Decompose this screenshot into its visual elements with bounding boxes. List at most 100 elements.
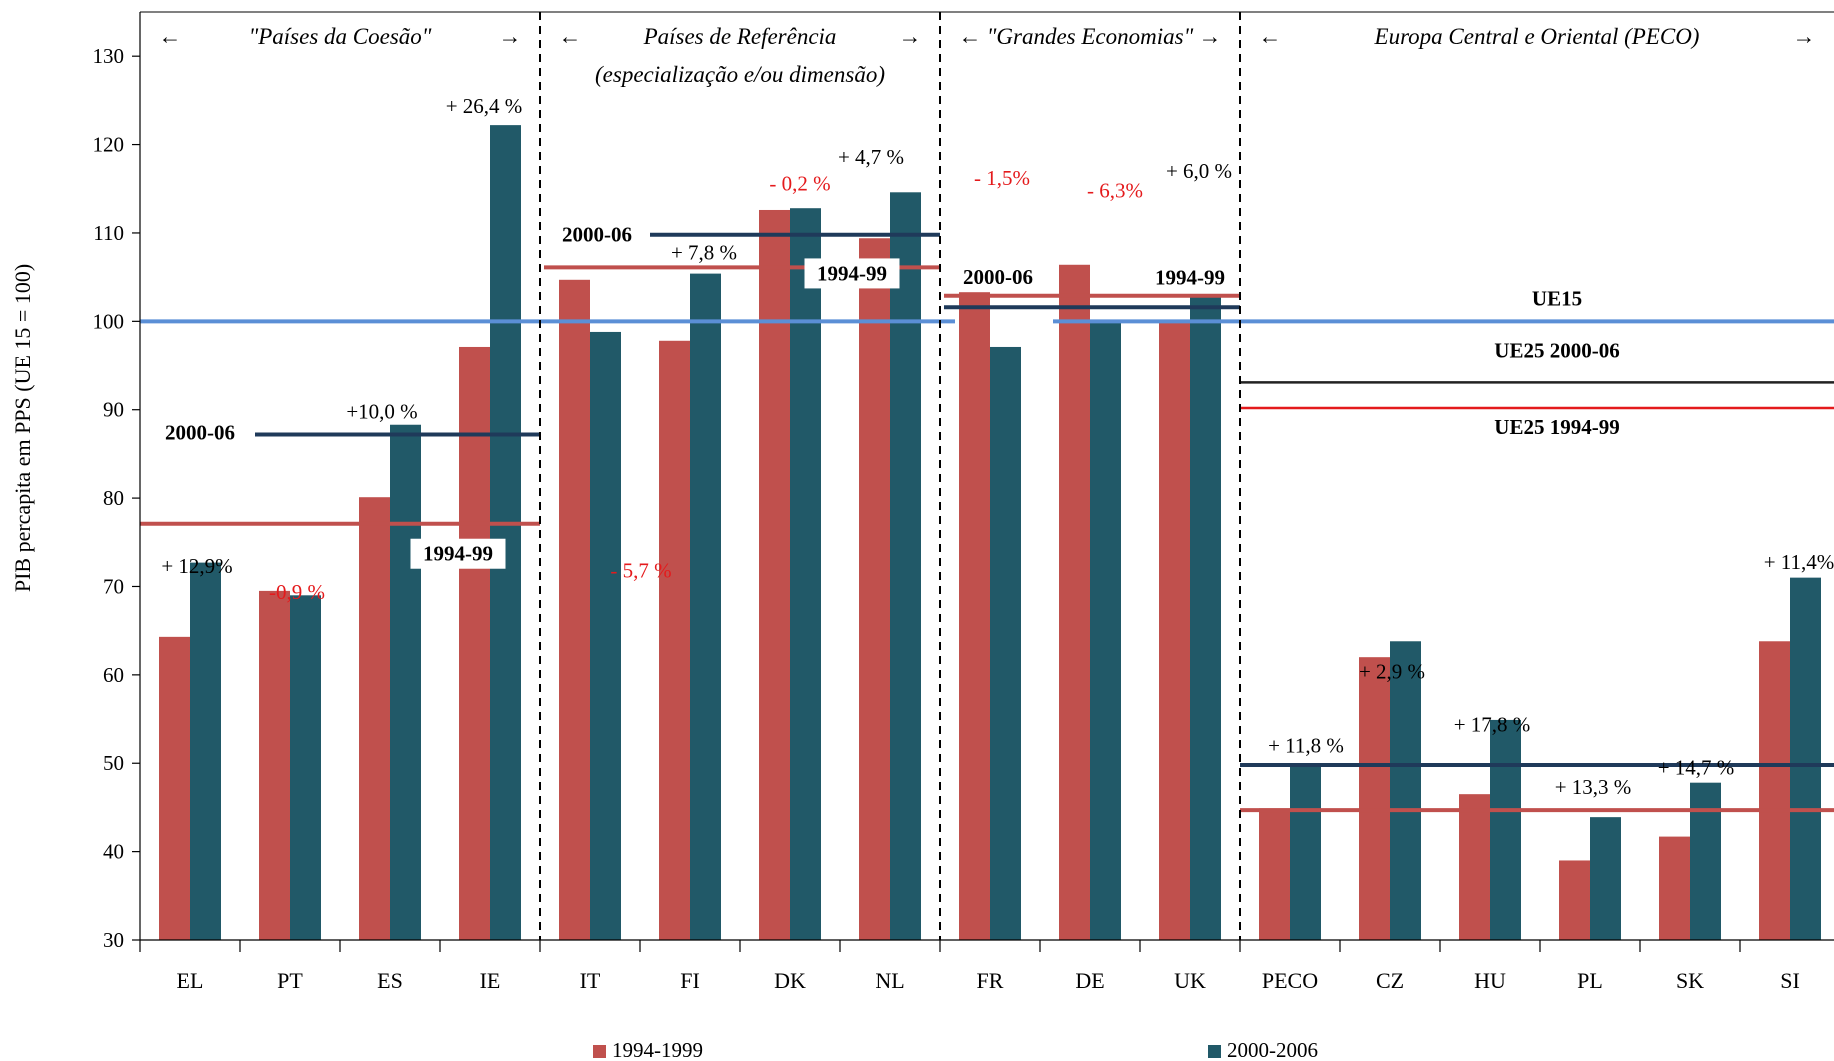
legend-swatch-1994	[593, 1045, 606, 1058]
x-category-label: FR	[977, 968, 1004, 993]
bar-si-1994	[1759, 641, 1790, 940]
bar-cz-2000	[1390, 641, 1421, 940]
bar-fi-2000	[690, 273, 721, 940]
group-arrow-left: ←	[959, 24, 982, 49]
x-category-label: DE	[1075, 968, 1104, 993]
bar-ie-1994	[459, 346, 490, 940]
change-annotation: + 6,0 %	[1166, 159, 1232, 183]
change-annotation: + 17,8 %	[1454, 712, 1531, 736]
avg-2000-label-box	[152, 417, 248, 448]
avg-1994-label-box	[410, 538, 506, 569]
legend: 1994-1999 2000-2006	[593, 1038, 1318, 1061]
change-annotation: + 7,8 %	[671, 240, 737, 264]
change-annotation: + 26,4 %	[446, 94, 523, 118]
avg-2000-label: 2000-06	[963, 265, 1033, 289]
avg-2000-label: 2000-06	[562, 223, 632, 247]
group-arrow-right: →	[1199, 24, 1222, 49]
change-annotation: - 5,7 %	[610, 559, 671, 583]
x-category-label: SI	[1780, 968, 1800, 993]
bar-pl-1994	[1559, 860, 1590, 940]
change-annotation: + 13,3 %	[1555, 775, 1632, 799]
text-layer: 30 40 50 60 70 80 90 100 110 120 130 EL PT ES IE IT FI DK…	[93, 24, 1834, 993]
x-category-label: CZ	[1376, 968, 1404, 993]
avg-1994-label: 1994-99	[423, 542, 493, 566]
x-category-label: ES	[377, 968, 403, 993]
avg-1994-label: 1994-99	[1155, 266, 1225, 290]
y-tick-label: 30	[103, 928, 124, 952]
bar-de-1994	[1059, 264, 1090, 940]
group-arrow-left: ←	[1259, 24, 1282, 49]
avg-1994-label-box	[804, 258, 900, 289]
bar-sk-1994	[1659, 836, 1690, 940]
x-category-label: DK	[774, 968, 806, 993]
y-tick-label: 120	[93, 133, 125, 157]
group-header: "Grandes Economias"	[987, 24, 1194, 49]
x-category-label: IT	[580, 968, 601, 993]
bar-el-1994	[159, 636, 190, 940]
group-arrow-right: →	[899, 24, 922, 49]
axes-layer	[132, 11, 1834, 952]
ue25-1994-label: UE25 1994-99	[1494, 415, 1619, 439]
x-category-label: UK	[1174, 968, 1206, 993]
bar-pl-2000	[1590, 817, 1621, 940]
avg-1994-label: 1994-99	[817, 261, 887, 285]
bar-fr-2000	[990, 346, 1021, 940]
ue15-label: UE15	[1532, 286, 1582, 310]
change-annotation: +10,0 %	[346, 400, 417, 424]
y-tick-label: 110	[93, 221, 124, 245]
change-annotation: - 6,3%	[1087, 179, 1143, 203]
bar-ie-2000	[490, 125, 521, 940]
bar-uk-2000	[1190, 294, 1221, 940]
bar-dk-2000	[790, 208, 821, 941]
group-arrow-left: ←	[559, 24, 582, 49]
avg-2000-label-box	[950, 262, 1046, 293]
bar-es-2000	[390, 424, 421, 941]
y-tick-label: 60	[103, 663, 124, 687]
bar-hu-2000	[1490, 719, 1521, 940]
change-annotation: + 11,4%	[1764, 550, 1834, 574]
avg-2000-label: 2000-06	[165, 420, 235, 444]
y-tick-label: 50	[103, 751, 124, 775]
change-annotation: - 1,5%	[974, 166, 1030, 190]
x-category-label: HU	[1474, 968, 1506, 993]
x-category-label: PT	[277, 968, 303, 993]
bar-it-2000	[590, 331, 621, 940]
change-annotation: - 0,2 %	[769, 172, 830, 196]
bar-sk-2000	[1690, 782, 1721, 940]
change-annotation: + 2,9 %	[1359, 659, 1425, 683]
group-arrow-right: →	[499, 24, 522, 49]
bar-si-2000	[1790, 577, 1821, 940]
y-tick-label: 70	[103, 574, 124, 598]
y-axis-label: PIB percapita em PPS (UE 15 = 100)	[10, 264, 35, 592]
bar-dk-1994	[759, 209, 790, 940]
group-arrow-right: →	[1793, 24, 1816, 49]
y-tick-label: 90	[103, 398, 124, 422]
change-annotation: + 14,7 %	[1658, 756, 1735, 780]
y-tick-label: 40	[103, 840, 124, 864]
group-header: "Países da Coesão"	[249, 24, 432, 49]
x-category-label: PL	[1577, 968, 1603, 993]
x-category-label: PECO	[1262, 968, 1318, 993]
legend-label-2000: 2000-2006	[1227, 1038, 1318, 1061]
bar-uk-1994	[1159, 321, 1190, 940]
ue25-2000-label: UE25 2000-06	[1494, 338, 1619, 362]
avg-1994-label-box	[1142, 262, 1238, 293]
y-tick-label: 80	[103, 486, 124, 510]
bar-cz-1994	[1359, 657, 1390, 940]
x-category-label: FI	[680, 968, 700, 993]
bar-pt-1994	[259, 590, 290, 940]
group-header: Países de Referência	[643, 24, 837, 49]
bar-nl-1994	[859, 238, 890, 940]
group-arrow-left: ←	[159, 24, 182, 49]
x-category-label: IE	[480, 968, 501, 993]
bar-pt-2000	[290, 595, 321, 940]
bar-it-1994	[559, 279, 590, 940]
group-subheader: (especialização e/ou dimensão)	[595, 62, 885, 87]
x-category-label: NL	[875, 968, 904, 993]
bars-layer	[159, 125, 1821, 941]
bar-fi-1994	[659, 340, 690, 941]
x-category-label: SK	[1676, 968, 1704, 993]
x-category-label: EL	[177, 968, 204, 993]
bar-nl-2000	[890, 192, 921, 941]
